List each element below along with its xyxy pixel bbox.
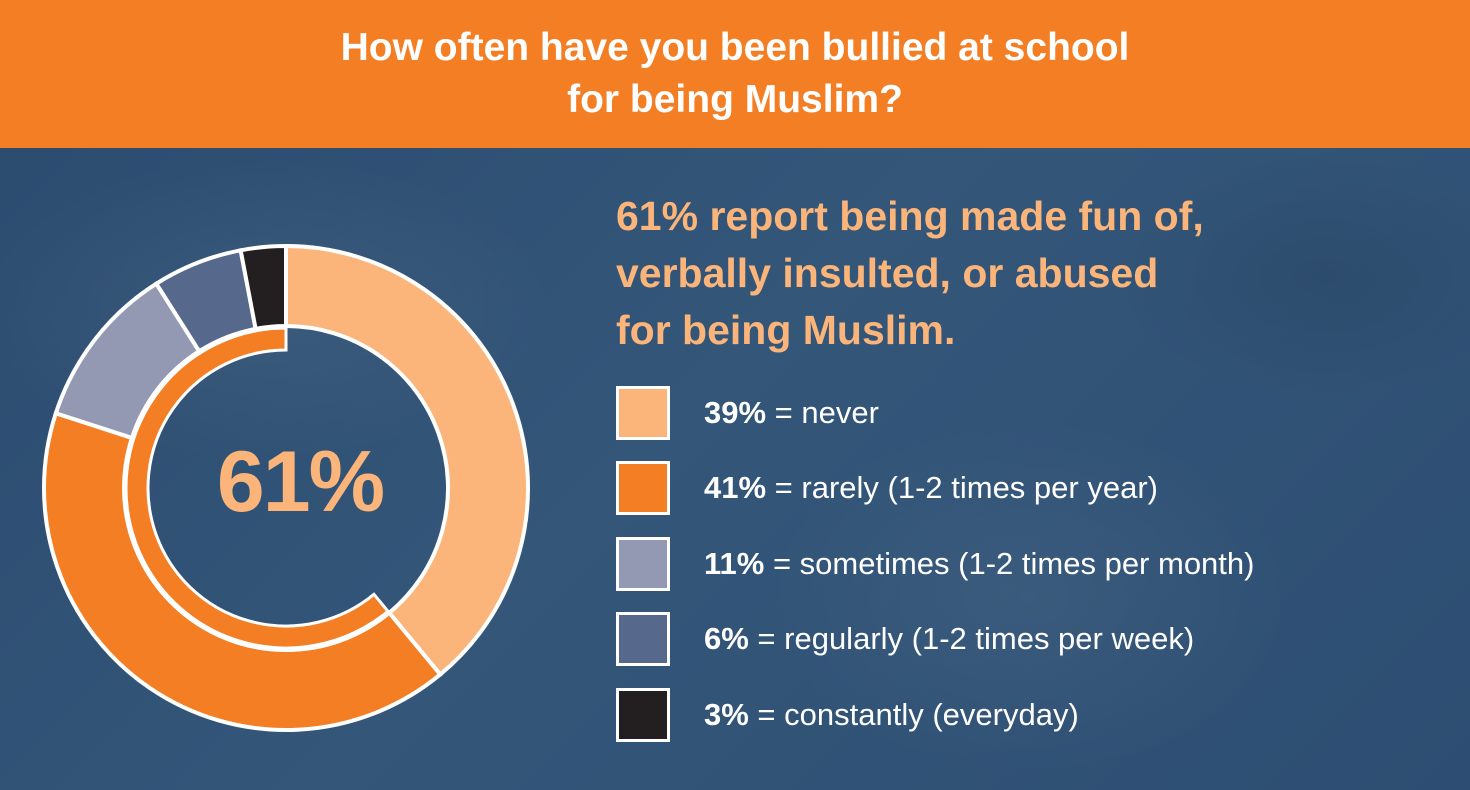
legend-item-never: 39% = never: [616, 384, 1254, 441]
donut-inner-ring: [124, 326, 391, 650]
donut-chart: [42, 243, 530, 732]
donut-center-label: 61%: [216, 434, 385, 530]
chart-title-line-2: for being Muslim?: [567, 78, 903, 121]
legend-pct-rarely: 41%: [704, 470, 767, 505]
headline-line-2: verbally insulted, or abused: [616, 250, 1159, 296]
headline: 61% report being made fun of, verbally i…: [616, 188, 1436, 359]
donut-slice-never: [284, 243, 530, 678]
legend-swatch-never: [616, 385, 670, 440]
legend: 39% = never 41% = rarely (1-2 times per …: [616, 384, 1254, 762]
legend-swatch-constantly: [616, 687, 670, 742]
legend-label-rarely: = rarely (1-2 times per year): [766, 470, 1158, 505]
legend-item-constantly: 3% = constantly (everyday): [616, 686, 1254, 743]
donut-slice-constantly: [238, 243, 288, 332]
legend-pct-constantly: 3%: [704, 696, 749, 732]
headline-line-1: 61% report being made fun of,: [616, 193, 1204, 239]
legend-label-constantly: = constantly (everyday): [748, 696, 1079, 732]
header-banner: How often have you been bullied at schoo…: [0, 0, 1470, 148]
legend-swatch-sometimes: [616, 536, 670, 591]
headline-line-3: for being Muslim.: [616, 307, 956, 353]
legend-pct-never: 39%: [704, 394, 767, 430]
legend-label-never: = never: [766, 394, 879, 430]
legend-label-sometimes: = sometimes (1-2 times per month): [764, 545, 1255, 581]
legend-item-sometimes: 11% = sometimes (1-2 times per month): [616, 535, 1254, 592]
legend-swatch-rarely: [616, 461, 670, 515]
legend-pct-regularly: 6%: [704, 621, 749, 656]
legend-item-regularly: 6% = regularly (1-2 times per week): [616, 611, 1254, 668]
chart-title-line-1: How often have you been bullied at schoo…: [340, 26, 1130, 69]
legend-pct-sometimes: 11%: [704, 545, 765, 581]
legend-label-regularly: = regularly (1-2 times per week): [748, 621, 1195, 656]
donut-slice-rarely: [42, 410, 444, 732]
legend-swatch-regularly: [616, 612, 670, 666]
legend-item-rarely: 41% = rarely (1-2 times per year): [616, 460, 1254, 517]
